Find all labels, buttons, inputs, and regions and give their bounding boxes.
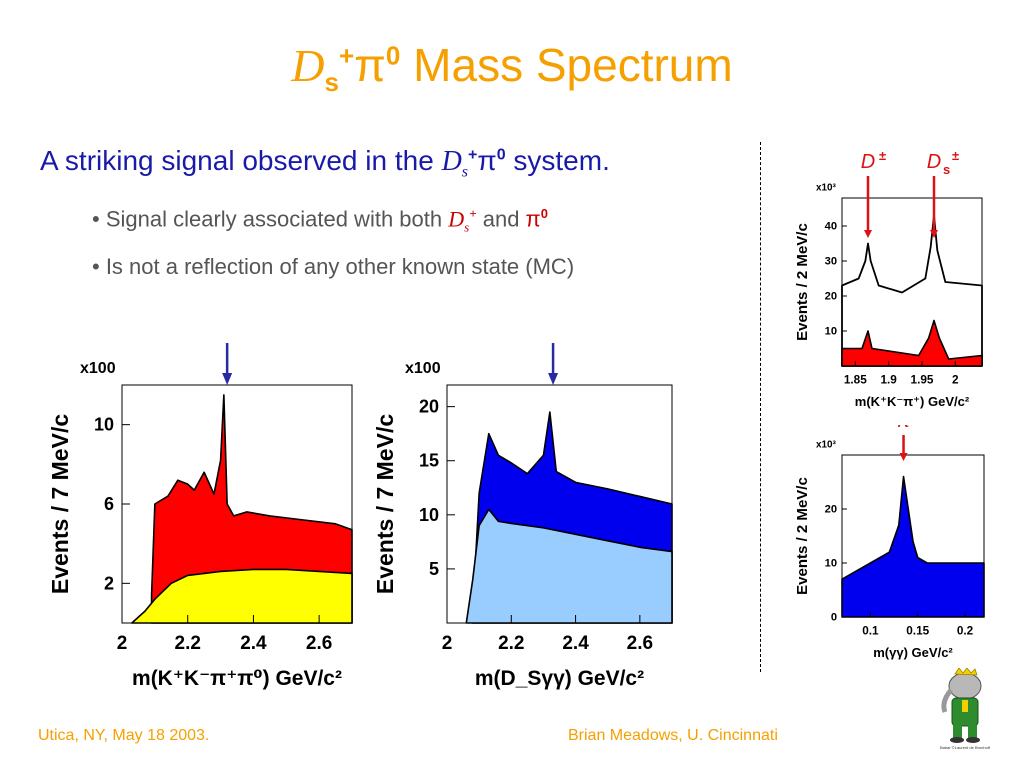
y-axis-label: Events / 7 MeV/c	[375, 414, 398, 594]
peak-arrow-head	[899, 453, 908, 461]
y-axis-label: Events / 2 MeV/c	[794, 223, 811, 341]
peak-arrow-head	[930, 230, 938, 238]
x-tick-label: 2.2	[175, 633, 201, 654]
footer-right: Brian Meadows, U. Cincinnati	[568, 727, 778, 744]
x-axis-label: m(K⁺K⁻π⁺) GeV/c²	[855, 394, 970, 409]
scale-label: x10³	[816, 440, 837, 451]
peak-label-sup: ±	[952, 148, 959, 163]
y-tick-label: 2	[104, 573, 114, 593]
footer-left: Utica, NY, May 18 2003.	[38, 727, 210, 744]
scale-label: x10³	[816, 183, 837, 194]
peak-label: π	[897, 425, 911, 432]
slide-title: Ds+π0 Mass Spectrum	[291, 39, 733, 98]
plot-frame	[446, 384, 673, 624]
peak-label: D	[927, 151, 941, 173]
y-tick-label: 0	[831, 612, 837, 624]
signal-arrow-head	[222, 373, 233, 385]
y-tick-label: 6	[104, 494, 114, 514]
y-tick-label: 20	[825, 504, 837, 516]
x-tick-label: 0.15	[906, 625, 929, 638]
x-tick-label: 2	[117, 633, 128, 654]
scale-label: x100	[405, 360, 441, 377]
x-axis-label: m(K⁺K⁻π⁺π⁰) GeV/c²	[132, 667, 342, 690]
x-tick-label: 2.6	[627, 633, 653, 654]
x-tick-label: 2.4	[240, 633, 267, 654]
logo-caption: Babar ©Laurent de Brunhoff	[940, 745, 991, 750]
bullet-item: • Is not a reflection of any other known…	[92, 254, 575, 279]
y-tick-label: 15	[419, 451, 439, 471]
peak-label: D	[861, 151, 875, 173]
plot-frame	[841, 197, 983, 367]
x-tick-label: 2	[952, 374, 959, 387]
plot-frame	[841, 454, 985, 618]
series-area-0	[150, 394, 353, 624]
y-axis-label: Events / 2 MeV/c	[794, 477, 811, 595]
y-tick-label: 20	[419, 397, 439, 417]
signal-arrow-head	[548, 373, 559, 385]
peak-label-sup: ±	[879, 148, 886, 163]
x-tick-label: 2	[442, 633, 453, 654]
y-tick-label: 40	[825, 221, 837, 233]
dashed-divider	[760, 142, 761, 672]
chart-kkpipi: 2 2.2 2.4 2.6 2 6 10 x100 m(K⁺K⁻π⁺π⁰) GeV/c² Even…	[50, 343, 353, 690]
title-symbol: D	[291, 40, 325, 91]
y-axis-label: Events / 7 MeV/c	[50, 414, 73, 594]
x-tick-label: 2.6	[306, 633, 332, 654]
y-tick-label: 5	[429, 559, 439, 579]
y-tick-label: 30	[825, 256, 837, 268]
y-tick-label: 10	[419, 505, 439, 525]
series-area-0	[841, 475, 985, 618]
x-tick-label: 0.2	[957, 625, 974, 638]
y-tick-label: 20	[825, 291, 837, 303]
y-tick-label: 10	[94, 415, 114, 435]
x-tick-label: 2.4	[562, 633, 589, 654]
x-axis-label: m(D_Sγγ) GeV/c²	[475, 667, 644, 690]
babar-elephant-logo: Babar ©Laurent de Brunhoff	[940, 668, 991, 750]
x-tick-label: 0.1	[862, 625, 879, 638]
bullet-item: • Signal clearly associated with both Ds…	[92, 206, 548, 235]
peak-label-sub: s	[943, 162, 950, 177]
x-tick-label: 1.9	[880, 374, 897, 387]
x-tick-label: 2.2	[498, 633, 524, 654]
headline: A striking signal observed in the Ds+π0 …	[40, 145, 610, 181]
y-tick-label: 10	[825, 326, 837, 338]
x-axis-label: m(γγ) GeV/c²	[873, 645, 953, 660]
chart-dsgg: 2 2.2 2.4 2.6 5 10 15 20 x100 m(D_Sγγ) GeV/c² Even…	[375, 343, 673, 690]
x-tick-label: 1.95	[911, 374, 934, 387]
series-area-0	[841, 214, 983, 367]
peak-arrow-head	[864, 230, 872, 238]
scale-label: x100	[80, 360, 116, 377]
chart-gg: 0.1 0.15 0.2 0 10 20 x10³ m(γγ) GeV/c² Events / …	[794, 425, 985, 660]
series-area-1	[841, 319, 983, 367]
y-tick-label: 10	[825, 558, 837, 570]
x-tick-label: 1.85	[844, 374, 867, 387]
chart-kkpi: 1.85 1.9 1.95 2 10 20 30 40 x10³ m(K⁺K⁻π⁺) GeV/c²…	[794, 148, 983, 409]
